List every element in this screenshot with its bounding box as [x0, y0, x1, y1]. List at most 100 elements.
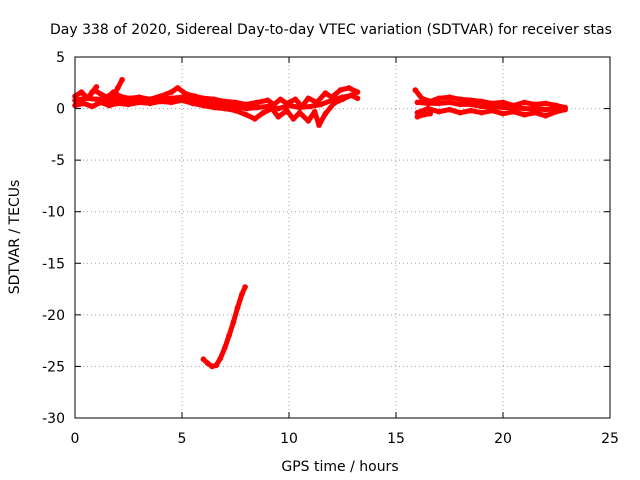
data-point	[252, 116, 258, 122]
data-point	[264, 103, 271, 110]
data-point	[115, 85, 121, 91]
data-point	[446, 94, 453, 100]
data-point	[510, 104, 517, 111]
y-tick-label: -15	[42, 256, 65, 272]
data-point	[89, 103, 95, 110]
x-tick-label: 15	[387, 431, 405, 447]
data-point	[234, 304, 241, 311]
data-point	[286, 102, 292, 109]
data-point	[543, 113, 549, 119]
data-point	[157, 96, 164, 103]
data-point	[418, 95, 425, 102]
data-point	[168, 89, 175, 95]
data-point	[305, 95, 312, 102]
data-point	[425, 105, 431, 112]
data-point	[553, 105, 560, 112]
data-point	[414, 114, 421, 120]
y-tick-label: -10	[42, 205, 65, 221]
data-point	[468, 97, 474, 104]
data-point	[311, 108, 318, 115]
data-point	[211, 104, 217, 111]
data-point	[174, 85, 181, 91]
data-point	[562, 105, 568, 112]
data-point	[97, 91, 104, 97]
data-point	[337, 87, 344, 93]
data-point	[168, 95, 175, 102]
x-tick-label: 5	[178, 431, 187, 447]
data-point	[230, 319, 237, 325]
data-point	[468, 107, 474, 114]
data-point	[305, 118, 312, 124]
data-point	[436, 108, 442, 115]
data-point	[436, 95, 442, 102]
x-tick-label: 20	[494, 431, 512, 447]
grid	[75, 57, 610, 418]
data-point	[436, 100, 442, 107]
data-point	[446, 106, 453, 113]
data-point	[264, 97, 271, 104]
data-point	[521, 112, 528, 118]
data-point	[425, 100, 431, 107]
data-point	[200, 356, 207, 363]
data-point	[296, 104, 303, 111]
y-tick-label: -30	[42, 411, 65, 427]
data-point	[209, 363, 215, 370]
data-point	[93, 84, 100, 90]
data-point	[543, 106, 549, 113]
data-point	[204, 360, 211, 367]
y-tick-label: 0	[56, 102, 65, 118]
data-point	[521, 105, 528, 112]
data-point	[532, 105, 538, 112]
data-point	[414, 99, 421, 106]
data-point	[222, 101, 228, 108]
data-point	[125, 98, 132, 105]
data-point	[532, 109, 538, 116]
data-point	[222, 345, 228, 351]
data-point	[322, 90, 329, 96]
data-point	[500, 104, 506, 111]
data-point	[284, 107, 290, 114]
data-point	[292, 96, 299, 103]
data-point	[457, 109, 464, 116]
data-point	[217, 355, 224, 362]
y-tick-label: -5	[51, 153, 65, 169]
data-point	[296, 109, 303, 116]
data-point	[478, 98, 485, 105]
data-point	[521, 99, 528, 106]
data-point	[254, 99, 260, 106]
data-point	[89, 89, 95, 95]
data-point	[115, 96, 121, 103]
data-point	[478, 103, 485, 110]
data-point	[478, 109, 485, 116]
data-point	[489, 103, 496, 110]
data-point	[500, 110, 506, 117]
data-point	[106, 100, 112, 107]
data-point	[354, 89, 361, 95]
data-point	[532, 101, 538, 108]
data-point	[200, 98, 207, 105]
data-point	[412, 87, 419, 93]
data-point	[427, 110, 434, 117]
data-point	[500, 99, 506, 106]
x-tick-label: 25	[601, 431, 619, 447]
y-axis-label: SDTVAR / TECUs	[7, 180, 23, 295]
plot-frame	[74, 56, 611, 419]
data-point	[318, 101, 324, 108]
x-axis-label: GPS time / hours	[281, 459, 398, 475]
data-point	[232, 103, 239, 110]
y-tick-label: 5	[56, 50, 65, 66]
data-point	[243, 112, 249, 118]
data-point	[468, 101, 474, 108]
data-point	[78, 89, 85, 95]
chart-title: Day 338 of 2020, Sidereal Day-to-day VTE…	[50, 22, 612, 38]
data-point	[242, 284, 248, 290]
tick-labels: 0 5 10 15 20 25 5 0 -5 -10 -15 -20 -25 -30	[42, 50, 619, 447]
x-tick-label: 10	[280, 431, 298, 447]
data-point	[110, 92, 117, 98]
data-point	[307, 103, 314, 110]
data-point	[457, 96, 464, 103]
series-late-band-upper	[412, 87, 568, 110]
data-point	[213, 362, 219, 369]
data-point	[226, 332, 232, 339]
